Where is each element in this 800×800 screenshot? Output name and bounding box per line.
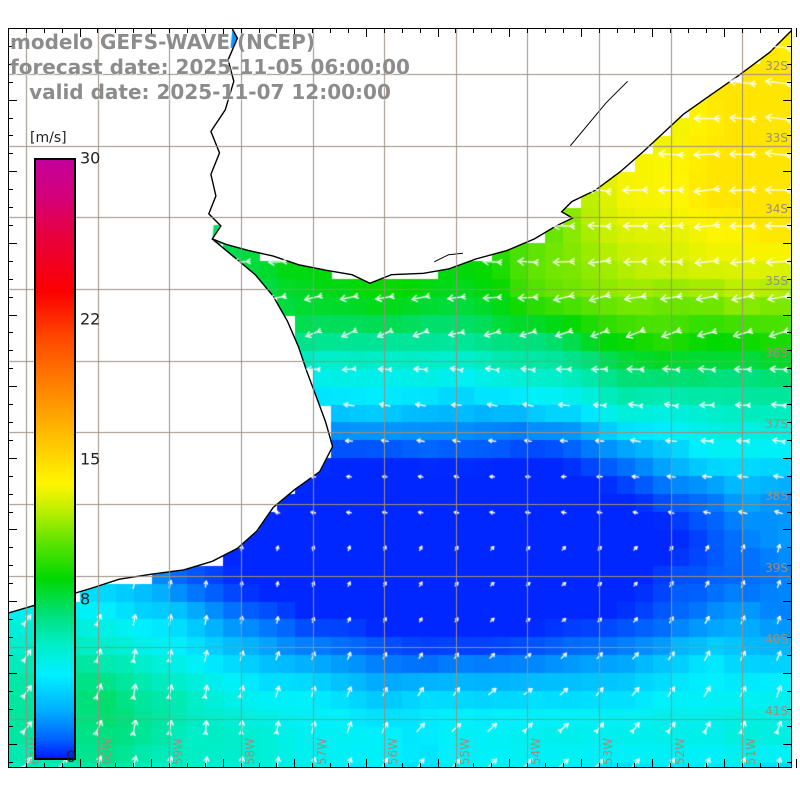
left-axis-ticks [8,28,17,768]
colorbar-tick-30: 30 [80,148,101,168]
lat-label-35s: 35S [765,274,788,289]
lat-label-36s: 36S [765,345,788,360]
right-axis-ticks [783,28,792,768]
colorbar-gradient [34,158,76,760]
colorbar-unit-label: [m/s] [30,130,67,146]
lat-label-37s: 37S [765,417,788,432]
colorbar-tick-8: 8 [80,589,91,609]
colorbar-tick-22: 22 [80,309,101,329]
colorbar-zero-label: 0 [66,747,77,766]
title-valid-date: valid date: 2025-11-07 12:00:00 [29,80,391,104]
title-model-line: modelo GEFS-WAVE (NCEP) [10,30,315,54]
lat-label-32s: 32S [765,59,788,74]
lat-label-41s: 41S [765,703,788,718]
lat-label-40s: 40S [765,632,788,647]
lat-label-39s: 39S [765,560,788,575]
bottom-axis-ticks [8,759,797,768]
colorbar-tick-15: 15 [80,449,101,469]
colorbar [34,158,76,760]
top-axis-ticks [8,28,797,37]
lat-label-33s: 33S [765,130,788,145]
title-forecast-date: forecast date: 2025-11-05 06:00:00 [10,55,410,79]
lat-label-34s: 34S [765,202,788,217]
graticule-grid [9,29,791,767]
map-frame: 61W60W59W58W57W56W55W54W53W52W51W32S33S3… [8,28,792,768]
lat-label-38s: 38S [765,488,788,503]
page-title: modelo GEFS-WAVE (NCEP) forecast date: 2… [10,30,410,105]
